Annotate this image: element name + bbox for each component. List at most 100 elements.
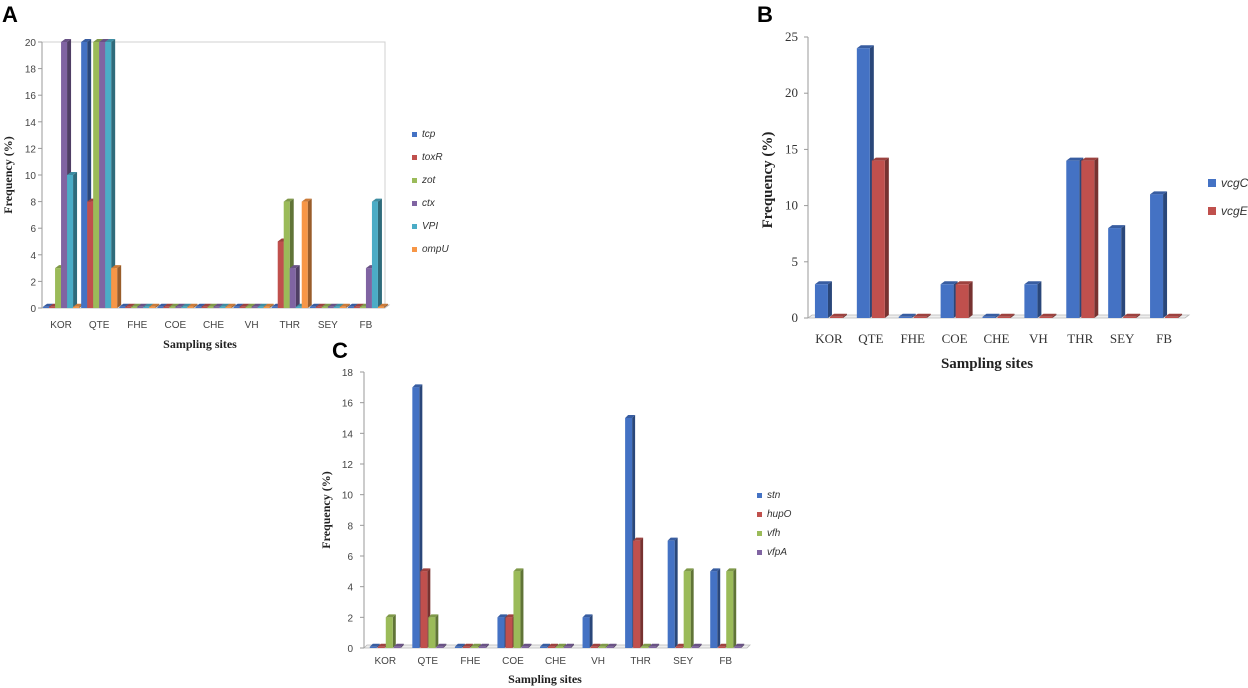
bar-side-face <box>295 265 300 308</box>
legend-swatch <box>412 178 417 183</box>
bar-side-face <box>1178 313 1183 318</box>
legend-swatch <box>757 550 762 555</box>
panel-b-y-tick-label: 20 <box>785 85 798 100</box>
bar-front-face <box>641 646 649 648</box>
bar-top-face <box>829 313 847 317</box>
bar-top-face <box>219 303 230 307</box>
bar-side-face <box>383 303 388 308</box>
bar-side-face <box>1010 313 1015 318</box>
panel-b-x-tick-label: FB <box>1156 331 1172 346</box>
bar-side-face <box>392 614 396 648</box>
bar-b-vcgC-KOR <box>814 281 832 318</box>
bar-b-vcgE-QTE <box>871 157 889 318</box>
bar-front-face <box>1123 316 1137 318</box>
bar-front-face <box>111 268 118 308</box>
legend-label: zot <box>421 175 437 186</box>
bar-top-face <box>233 303 244 307</box>
bar-side-face <box>231 303 236 308</box>
bar-front-face <box>667 540 675 648</box>
bar-front-face <box>913 316 927 318</box>
bar-front-face <box>734 646 742 648</box>
legend-label: vfh <box>767 528 781 539</box>
panel-a-x-tick-label: CHE <box>203 320 224 331</box>
bar-c-stn-KOR <box>369 643 380 648</box>
bar-top-face <box>187 303 198 307</box>
bar-side-face <box>1136 313 1141 318</box>
bar-front-face <box>233 306 240 308</box>
bar-c-vfh-SEY <box>683 568 694 648</box>
bar-side-face <box>117 265 122 308</box>
legend-swatch <box>412 132 417 137</box>
panel-c-y-tick-label: 12 <box>342 460 354 471</box>
panel-a-y-axis-label: Frequency (%) <box>1 136 15 213</box>
bar-c-hupO-VH <box>590 643 601 648</box>
bar-side-face <box>1121 225 1126 318</box>
panel-a-y-tick-label: 20 <box>25 38 37 49</box>
legend-item-c-vfh: vfh <box>757 528 781 539</box>
bar-top-face <box>633 537 644 541</box>
bar-side-face <box>589 614 593 648</box>
bar-front-face <box>997 316 1011 318</box>
panel-letter-a: A <box>2 2 18 27</box>
panel-a-x-axis-label: Sampling sites <box>163 337 237 351</box>
panel-a-x-tick-label: COE <box>165 320 187 331</box>
bar-front-face <box>99 42 106 308</box>
bar-side-face <box>1163 191 1168 318</box>
bar-top-face <box>497 614 508 618</box>
bar-front-face <box>393 646 401 648</box>
bar-top-face <box>213 303 224 307</box>
bar-top-face <box>333 303 344 307</box>
bar-c-vfh-THR <box>641 643 652 648</box>
bar-c-vfh-FB <box>726 568 737 648</box>
bar-side-face <box>1094 157 1099 318</box>
bar-side-face <box>485 643 489 648</box>
bar-front-face <box>955 284 969 318</box>
bar-top-face <box>225 303 236 307</box>
legend-label: toxR <box>422 152 443 163</box>
bar-top-face <box>353 303 364 307</box>
bar-side-face <box>307 198 312 308</box>
bar-side-face <box>597 643 601 648</box>
bar-top-face <box>436 643 447 647</box>
bar-b-vcgC-THR <box>1066 157 1084 318</box>
bar-side-face <box>690 568 694 648</box>
panel-a-y-tick-label: 0 <box>30 304 36 315</box>
panel-c-y-tick-label: 6 <box>347 552 353 563</box>
bar-top-face <box>131 303 142 307</box>
panel-a-x-tick-label: SEY <box>318 320 338 331</box>
bar-front-face <box>271 306 278 308</box>
bar-c-vfpA-QTE <box>436 643 447 648</box>
bar-front-face <box>239 306 246 308</box>
panel-a-x-tick-label: VH <box>245 320 259 331</box>
bar-side-face <box>741 643 745 648</box>
bar-front-face <box>353 306 360 308</box>
panel-a-x-tick-label: KOR <box>50 320 72 331</box>
bar-front-face <box>829 316 843 318</box>
bar-top-face <box>169 303 180 307</box>
bar-side-face <box>842 313 847 318</box>
bar-b-vcgC-COE <box>940 281 958 318</box>
bar-front-face <box>157 306 164 308</box>
panel-c-x-tick-label: QTE <box>418 656 439 667</box>
bar-top-face <box>327 303 338 307</box>
bar-a-VPI-FB <box>371 198 382 308</box>
bar-top-face <box>105 39 116 42</box>
legend-label: stn <box>767 490 781 501</box>
bar-top-face <box>675 643 686 647</box>
panel-c-y-tick-label: 0 <box>347 644 353 655</box>
bar-side-face <box>377 198 382 308</box>
bar-top-face <box>393 643 404 647</box>
bar-side-face <box>911 313 916 318</box>
bar-c-hupO-CHE <box>548 643 558 648</box>
bar-top-face <box>301 198 312 202</box>
legend-item-a-tcp: tcp <box>412 129 436 140</box>
panel-a-y-tick-label: 8 <box>30 198 36 209</box>
bar-front-face <box>339 306 346 308</box>
bar-front-face <box>131 306 138 308</box>
bar-front-face <box>251 306 258 308</box>
legend-item-b-vcgC: vcgC <box>1208 176 1248 190</box>
bar-top-face <box>590 643 601 647</box>
panel-a-x-tick-label: QTE <box>89 320 110 331</box>
bar-side-face <box>698 643 702 648</box>
